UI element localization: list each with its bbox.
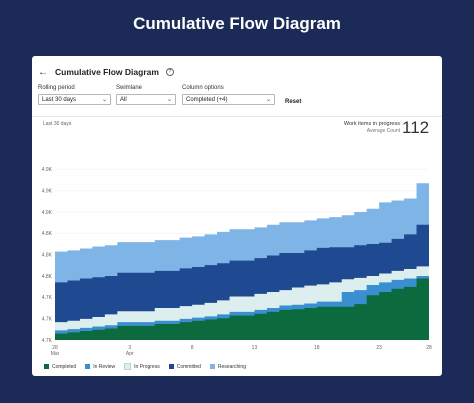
legend-item[interactable]: Committed: [168, 363, 201, 370]
column-options-select[interactable]: Completed (+4) ⌄: [182, 94, 275, 105]
column-options-value: Completed (+4): [186, 97, 228, 103]
area-completed[interactable]: [55, 277, 429, 340]
legend-label: Committed: [176, 363, 201, 370]
chevron-down-icon: ⌄: [166, 97, 172, 103]
legend-swatch: [168, 364, 174, 369]
y-tick-label: 4.9K: [42, 167, 53, 173]
average-count-label: Average Count: [366, 128, 400, 134]
y-tick-label: 4.9K: [42, 189, 53, 195]
swimlane-label: Swimlane: [116, 85, 143, 91]
card-header: ← Cumulative Flow Diagram ?: [38, 65, 174, 79]
rolling-period-filter: Rolling period Last 30 days ⌄: [38, 85, 111, 105]
cfd-card: ← Cumulative Flow Diagram ? Rolling peri…: [32, 56, 442, 376]
x-tick-label: 23: [376, 345, 382, 351]
x-tick-label: 13: [252, 345, 258, 351]
x-tick-label: 8: [191, 345, 194, 351]
legend-label: Completed: [52, 363, 77, 370]
column-options-filter: Column options Completed (+4) ⌄: [182, 85, 275, 105]
chevron-down-icon: ⌄: [101, 97, 107, 103]
y-tick-label: 4.7K: [42, 338, 53, 344]
wip-label: Work items in progress: [343, 121, 400, 127]
page-title: Cumulative Flow Diagram: [133, 14, 341, 33]
chart-period-label: Last 30 days: [43, 121, 72, 127]
x-tick-label: 28: [426, 345, 432, 351]
legend-swatch: [85, 364, 91, 369]
x-tick-sublabel: Apr: [126, 351, 134, 357]
legend-swatch: [209, 364, 215, 369]
y-tick-label: 4.9K: [42, 210, 53, 216]
legend-item[interactable]: Completed: [44, 364, 76, 370]
reset-button[interactable]: Reset: [285, 99, 302, 105]
swimlane-filter: Swimlane All ⌄: [116, 85, 176, 105]
x-tick-label: 28: [52, 345, 58, 351]
swimlane-select[interactable]: All ⌄: [116, 94, 176, 105]
legend-item[interactable]: Researching: [209, 363, 246, 370]
rolling-period-value: Last 30 days: [42, 97, 77, 103]
legend-swatch: [44, 364, 49, 369]
y-tick-label: 4.8K: [42, 231, 53, 237]
y-tick-label: 4.8K: [42, 253, 53, 259]
legend-label: Researching: [217, 363, 246, 370]
y-tick-label: 4.8K: [42, 274, 53, 280]
cumulative-flow-chart: 4.7K4.7K4.7K4.8K4.8K4.8K4.9K4.9K4.9K28Ma…: [42, 167, 432, 357]
legend-label: In Review: [93, 363, 116, 370]
legend-label: In Progress: [134, 363, 160, 370]
column-options-label: Column options: [182, 85, 224, 91]
arrow-left-icon[interactable]: ←: [38, 66, 48, 78]
rolling-period-label: Rolling period: [38, 85, 75, 91]
legend-item[interactable]: In Review: [85, 364, 115, 370]
wip-count: 112: [402, 118, 430, 137]
y-tick-label: 4.7K: [42, 317, 53, 323]
x-tick-label: 18: [314, 345, 320, 351]
card-title: Cumulative Flow Diagram: [55, 67, 159, 77]
rolling-period-select[interactable]: Last 30 days ⌄: [38, 94, 111, 105]
y-tick-label: 4.7K: [42, 295, 53, 301]
chevron-down-icon: ⌄: [265, 97, 271, 103]
question-circle-icon[interactable]: ?: [165, 68, 174, 76]
chart-legend: Completed In Review In Progress Committed Re…: [44, 363, 255, 370]
x-tick-sublabel: Mar: [51, 351, 60, 357]
swimlane-value: All: [120, 97, 127, 103]
x-tick-label: 3: [128, 345, 131, 351]
divider: [32, 116, 442, 117]
legend-swatch: [124, 363, 132, 370]
legend-item[interactable]: In Progress: [124, 363, 160, 370]
